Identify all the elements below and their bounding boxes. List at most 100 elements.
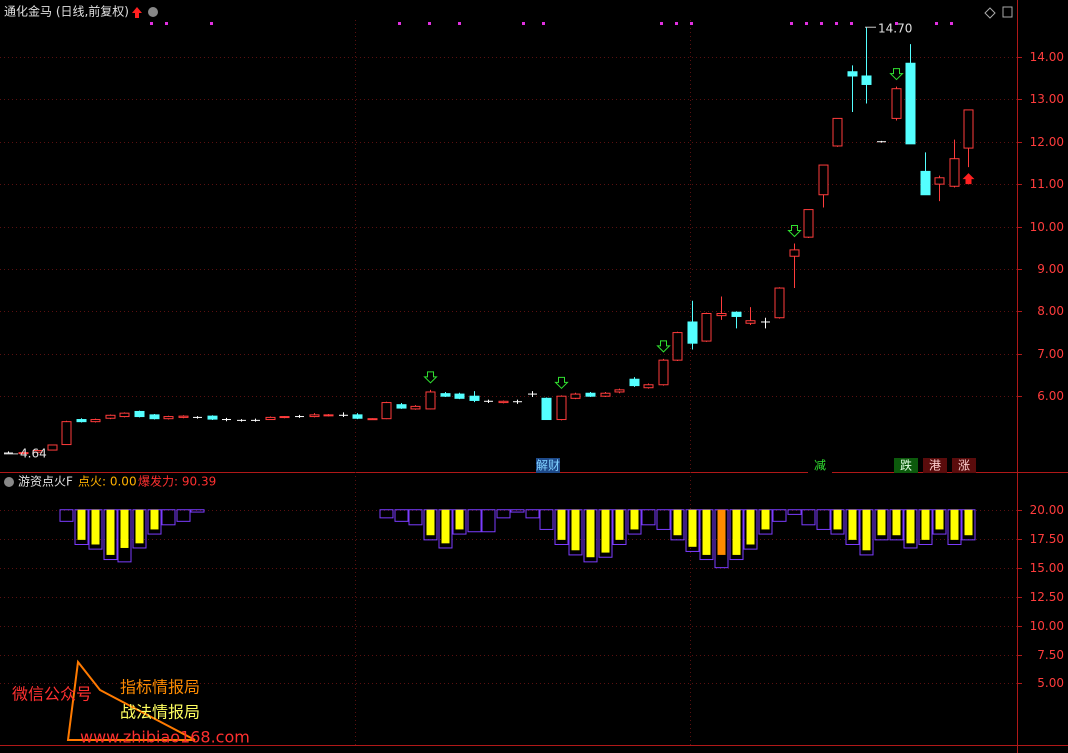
menu-icon[interactable] bbox=[148, 7, 158, 17]
y-tick-label: 5.00 bbox=[1037, 676, 1064, 690]
candle-body bbox=[61, 421, 72, 446]
bar bbox=[525, 509, 540, 519]
candle-body bbox=[570, 393, 581, 399]
bar bbox=[615, 509, 624, 540]
candle-body bbox=[498, 400, 509, 404]
event-tag-bg bbox=[536, 458, 560, 473]
candle-body bbox=[425, 391, 436, 410]
bar bbox=[732, 509, 741, 555]
event-tag-bg bbox=[808, 458, 832, 473]
candle-body bbox=[149, 414, 160, 420]
bar bbox=[77, 509, 86, 540]
candle-body bbox=[600, 392, 611, 397]
down-arrow bbox=[889, 68, 904, 81]
event-tag-bg bbox=[952, 458, 976, 473]
bar bbox=[135, 509, 144, 544]
bar bbox=[91, 509, 100, 545]
y-tick-label: 12.50 bbox=[1030, 590, 1064, 604]
y-tick-label: 17.50 bbox=[1030, 532, 1064, 546]
bar bbox=[601, 509, 610, 553]
bar bbox=[539, 509, 554, 530]
watermark-shape bbox=[66, 659, 196, 741]
signal-dot bbox=[790, 22, 793, 25]
down-arrow bbox=[787, 225, 802, 238]
y-tick-label: 10.00 bbox=[1030, 619, 1064, 633]
menu-icon[interactable] bbox=[4, 477, 14, 487]
bar bbox=[379, 509, 394, 519]
y-tick-label: 6.00 bbox=[1037, 389, 1064, 403]
candle-body bbox=[774, 287, 785, 319]
y-tick-label: 7.50 bbox=[1037, 648, 1064, 662]
candle-body bbox=[367, 418, 378, 421]
candle-body bbox=[76, 419, 87, 423]
signal-dot bbox=[850, 22, 853, 25]
window-icon[interactable] bbox=[1002, 6, 1013, 18]
candle-body bbox=[309, 414, 320, 418]
candle-body bbox=[381, 402, 392, 420]
bar bbox=[787, 509, 802, 515]
bar bbox=[746, 509, 755, 545]
bar bbox=[877, 509, 886, 536]
bar bbox=[906, 509, 915, 544]
bar bbox=[481, 509, 496, 533]
candle-body bbox=[469, 395, 480, 401]
watermark: www.zhibiao168.com bbox=[80, 728, 250, 747]
bar bbox=[510, 509, 525, 513]
event-tag: 减 bbox=[814, 459, 826, 473]
bar bbox=[717, 509, 726, 555]
watermark: 战法情报局 bbox=[120, 703, 200, 722]
signal-dot bbox=[935, 22, 938, 25]
bar bbox=[892, 509, 901, 536]
signal-dot bbox=[660, 22, 663, 25]
candle-body bbox=[541, 397, 552, 421]
candle-body bbox=[279, 416, 290, 419]
annotation: 14.70 bbox=[878, 22, 912, 36]
candle-body bbox=[90, 419, 101, 423]
indicator-title: 游资点火F bbox=[18, 475, 73, 489]
candle-body bbox=[818, 164, 829, 196]
candle-body bbox=[265, 416, 276, 421]
signal-dot bbox=[820, 22, 823, 25]
event-tag: 港 bbox=[929, 459, 941, 473]
down-arrow bbox=[423, 371, 438, 384]
watermark: 指标情报局 bbox=[120, 678, 200, 697]
candle-body bbox=[18, 452, 29, 455]
candle-body bbox=[672, 332, 683, 361]
candle-body bbox=[891, 88, 902, 119]
signal-dot bbox=[950, 22, 953, 25]
bar bbox=[862, 509, 871, 551]
bar bbox=[455, 509, 464, 530]
signal-dot bbox=[690, 22, 693, 25]
bar bbox=[641, 509, 656, 526]
bar bbox=[816, 509, 831, 530]
diamond-icon[interactable] bbox=[984, 7, 996, 19]
readout: 爆发力: 90.39 bbox=[138, 474, 216, 489]
candle-body bbox=[658, 359, 669, 386]
candle-body bbox=[643, 384, 654, 389]
candle-body bbox=[832, 117, 843, 147]
bar bbox=[557, 509, 566, 540]
candle-body bbox=[585, 392, 596, 397]
bar bbox=[801, 509, 816, 526]
candle-body bbox=[920, 170, 931, 196]
candle-body bbox=[789, 249, 800, 257]
bar bbox=[673, 509, 682, 536]
bar bbox=[630, 509, 639, 530]
candle-body bbox=[701, 312, 712, 342]
candle-body bbox=[105, 414, 116, 419]
event-tag: 跌 bbox=[900, 458, 912, 473]
y-tick-label: 7.00 bbox=[1037, 347, 1064, 361]
bar bbox=[394, 509, 409, 522]
bar bbox=[150, 509, 159, 530]
down-arrow bbox=[656, 340, 671, 353]
bar bbox=[586, 509, 595, 558]
bar bbox=[59, 509, 74, 522]
candle-body bbox=[454, 393, 465, 399]
event-tag: 解财 bbox=[536, 459, 560, 473]
y-tick-label: 9.00 bbox=[1037, 262, 1064, 276]
candle-body bbox=[352, 414, 363, 419]
bar bbox=[426, 509, 435, 536]
bar bbox=[106, 509, 115, 555]
candle-body bbox=[614, 389, 625, 393]
